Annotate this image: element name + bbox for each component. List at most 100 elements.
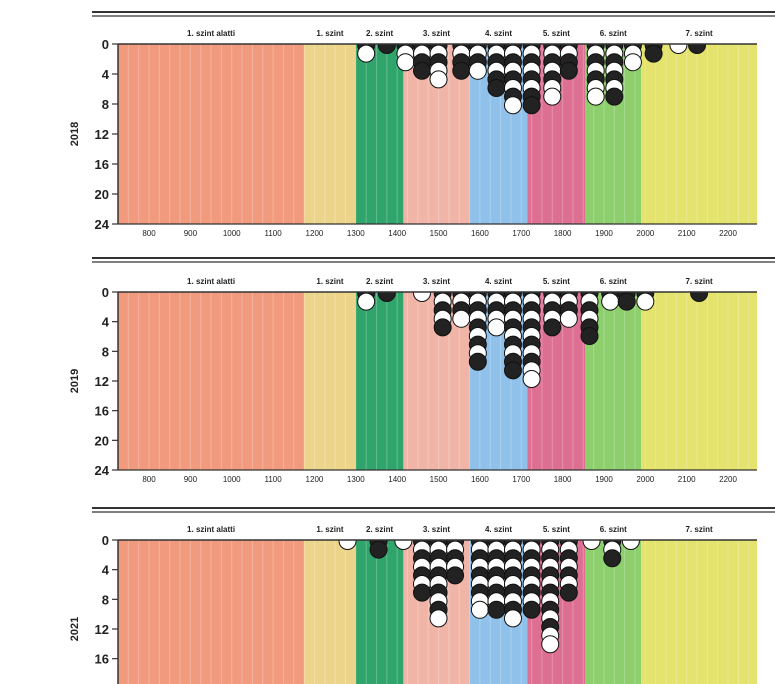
x-tick-label: 1900 <box>595 475 613 484</box>
y-tick-label: 4 <box>102 315 110 330</box>
data-point <box>559 309 578 328</box>
data-point <box>503 361 522 380</box>
y-tick-label: 20 <box>95 433 109 448</box>
data-point <box>586 87 605 106</box>
data-point <box>468 61 487 80</box>
chart-panel-2019: 1. szint alatti 1. szint 2. szint 3. szint 4… <box>69 257 775 484</box>
band-label: 7. szint <box>686 525 713 534</box>
data-point <box>433 318 452 337</box>
data-point <box>452 309 471 328</box>
plot-area <box>118 292 757 470</box>
x-tick-label: 900 <box>184 475 198 484</box>
y-tick-label: 12 <box>95 374 109 389</box>
data-point <box>688 44 707 54</box>
data-point <box>559 583 578 602</box>
x-tick-label: 1000 <box>223 229 241 238</box>
x-tick-label: 1500 <box>430 229 448 238</box>
x-tick-label: 1700 <box>512 475 530 484</box>
level-band <box>304 44 356 224</box>
data-point <box>605 87 624 106</box>
x-tick-label: 1000 <box>223 475 241 484</box>
panel-year-label: 2019 <box>69 369 81 393</box>
data-point <box>541 635 560 654</box>
level-band <box>355 292 404 470</box>
x-tick-label: 1400 <box>388 229 406 238</box>
data-point <box>377 44 396 54</box>
data-point <box>487 318 506 337</box>
data-point <box>429 609 448 628</box>
band-label: 5. szint <box>543 525 570 534</box>
data-point <box>412 61 431 80</box>
data-point <box>338 540 357 550</box>
band-label: 1. szint <box>316 277 343 286</box>
data-point <box>452 61 471 80</box>
y-tick-label: 0 <box>102 285 109 300</box>
band-label: 1. szint <box>316 525 343 534</box>
y-tick-label: 0 <box>102 533 109 548</box>
x-tick-label: 2200 <box>719 229 737 238</box>
data-point <box>377 292 396 302</box>
x-tick-label: 2100 <box>678 475 696 484</box>
x-tick-label: 1600 <box>471 475 489 484</box>
data-point <box>503 609 522 628</box>
x-tick-label: 1600 <box>471 229 489 238</box>
x-tick-label: 1100 <box>264 475 282 484</box>
y-tick-label: 4 <box>102 563 110 578</box>
band-label: 2. szint <box>366 277 393 286</box>
x-tick-label: 1200 <box>306 475 324 484</box>
data-point <box>669 44 688 54</box>
band-label: 1. szint <box>316 29 343 38</box>
level-band <box>118 44 305 224</box>
band-label: 3. szint <box>423 29 450 38</box>
band-label: 6. szint <box>600 525 627 534</box>
data-point <box>487 79 506 97</box>
y-tick-label: 24 <box>95 217 110 232</box>
level-band <box>304 292 356 470</box>
data-point <box>582 540 601 550</box>
data-point <box>446 566 465 585</box>
band-label: 7. szint <box>686 29 713 38</box>
y-tick-label: 16 <box>95 157 109 172</box>
y-tick-label: 8 <box>102 344 109 359</box>
data-point <box>429 70 448 89</box>
x-tick-label: 2000 <box>636 475 654 484</box>
y-tick-label: 8 <box>102 592 109 607</box>
band-label: 5. szint <box>543 277 570 286</box>
x-tick-label: 1900 <box>595 229 613 238</box>
y-tick-label: 12 <box>95 127 109 142</box>
y-tick-label: 0 <box>102 37 109 52</box>
panel-year-label: 2021 <box>69 617 81 641</box>
plot-area <box>118 44 757 224</box>
x-tick-label: 1300 <box>347 229 365 238</box>
data-point <box>617 292 636 311</box>
band-label: 6. szint <box>600 29 627 38</box>
x-tick-label: 1300 <box>347 475 365 484</box>
data-point <box>623 53 642 72</box>
x-tick-label: 900 <box>184 229 198 238</box>
data-point <box>522 600 541 619</box>
data-point <box>621 540 640 550</box>
data-point <box>580 327 599 345</box>
data-point <box>503 96 522 115</box>
x-tick-label: 1100 <box>264 229 282 238</box>
y-tick-label: 4 <box>102 67 110 82</box>
band-label: 4. szint <box>485 525 512 534</box>
x-tick-label: 800 <box>142 229 156 238</box>
data-point <box>357 44 376 63</box>
data-point <box>412 583 431 602</box>
level-band <box>641 292 757 470</box>
band-label: 3. szint <box>423 277 450 286</box>
data-point <box>396 53 415 72</box>
band-label: 1. szint alatti <box>187 525 235 534</box>
band-label: 3. szint <box>423 525 450 534</box>
y-tick-label: 16 <box>95 404 109 419</box>
band-label: 1. szint alatti <box>187 29 235 38</box>
data-point <box>603 549 622 568</box>
data-point <box>487 600 506 619</box>
level-band <box>118 292 305 470</box>
x-tick-label: 1200 <box>306 229 324 238</box>
data-point <box>412 292 431 302</box>
data-point <box>522 370 541 388</box>
data-point <box>644 44 663 63</box>
level-band <box>355 540 404 684</box>
